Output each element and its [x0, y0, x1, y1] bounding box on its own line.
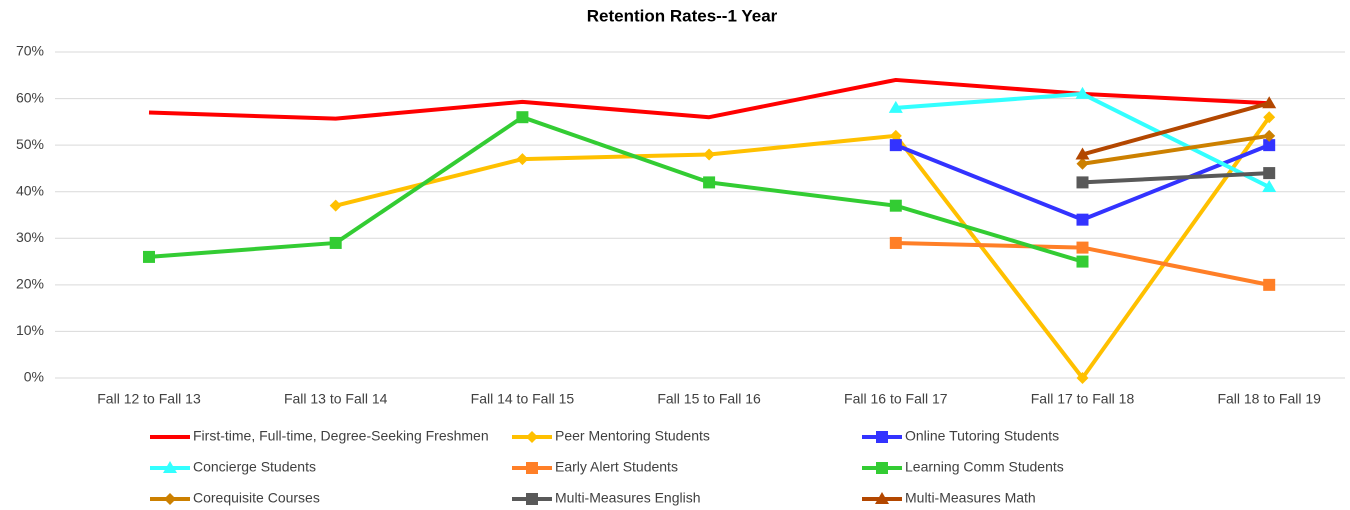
- x-tick-label: Fall 17 to Fall 18: [1031, 391, 1135, 407]
- legend-marker: [526, 431, 538, 443]
- legend-label: Multi-Measures English: [555, 490, 701, 506]
- y-tick-label: 50%: [16, 136, 44, 152]
- data-point: [889, 129, 902, 142]
- data-point: [1076, 255, 1089, 268]
- legend-marker: [876, 462, 888, 474]
- y-tick-label: 0%: [24, 369, 44, 385]
- legend-marker: [526, 493, 538, 505]
- data-point: [703, 148, 716, 161]
- x-tick-label: Fall 18 to Fall 19: [1217, 391, 1321, 407]
- data-point: [516, 111, 529, 124]
- data-point: [703, 176, 716, 189]
- series-line: [148, 115, 1084, 264]
- data-point: [1076, 157, 1089, 170]
- legend-marker: [164, 493, 176, 505]
- y-tick-label: 40%: [16, 182, 44, 198]
- legend-marker: [875, 492, 889, 504]
- data-point: [1076, 241, 1089, 254]
- data-point: [1263, 139, 1276, 152]
- data-point: [1263, 278, 1276, 291]
- data-point: [1263, 111, 1276, 124]
- x-tick-label: Fall 15 to Fall 16: [657, 391, 761, 407]
- data-point: [1263, 129, 1276, 142]
- data-point: [1075, 86, 1090, 99]
- series-line: [1082, 171, 1270, 185]
- data-point: [888, 100, 903, 113]
- series-line: [335, 116, 1271, 380]
- legend-label: Peer Mentoring Students: [555, 428, 710, 444]
- y-tick-label: 70%: [16, 43, 44, 59]
- data-point: [1076, 213, 1089, 226]
- series-line: [148, 77, 1270, 121]
- legend-label: First-time, Full-time, Degree-Seeking Fr…: [193, 428, 489, 444]
- legend-marker: [876, 431, 888, 443]
- y-tick-label: 30%: [16, 229, 44, 245]
- data-point: [889, 139, 902, 152]
- x-tick-label: Fall 12 to Fall 13: [97, 391, 201, 407]
- data-point: [889, 236, 902, 249]
- series-line: [895, 91, 1271, 189]
- x-tick-label: Fall 13 to Fall 14: [284, 391, 388, 407]
- legend-label: Multi-Measures Math: [905, 490, 1036, 506]
- data-point: [1262, 96, 1277, 109]
- legend-label: Corequisite Courses: [193, 490, 320, 506]
- data-point: [329, 236, 342, 249]
- y-tick-label: 10%: [16, 322, 44, 338]
- data-point: [329, 199, 342, 212]
- data-point: [1075, 147, 1090, 160]
- y-tick-label: 20%: [16, 276, 44, 292]
- data-point: [1262, 180, 1277, 193]
- x-tick-label: Fall 14 to Fall 15: [471, 391, 575, 407]
- legend-label: Early Alert Students: [555, 459, 678, 475]
- legend-marker: [526, 462, 538, 474]
- legend-label: Learning Comm Students: [905, 459, 1064, 475]
- series-line: [1081, 101, 1270, 157]
- data-point: [1076, 176, 1089, 189]
- data-point: [143, 250, 155, 263]
- data-point: [516, 153, 529, 166]
- legend-marker: [163, 461, 177, 473]
- x-tick-label: Fall 16 to Fall 17: [844, 391, 948, 407]
- legend-label: Online Tutoring Students: [905, 428, 1059, 444]
- data-point: [1263, 167, 1276, 180]
- legend-label: Concierge Students: [193, 459, 316, 475]
- data-point: [1076, 372, 1089, 384]
- series-line: [1082, 133, 1270, 166]
- y-tick-label: 60%: [16, 89, 44, 105]
- data-point: [889, 199, 902, 212]
- chart-title: Retention Rates--1 Year: [587, 6, 778, 25]
